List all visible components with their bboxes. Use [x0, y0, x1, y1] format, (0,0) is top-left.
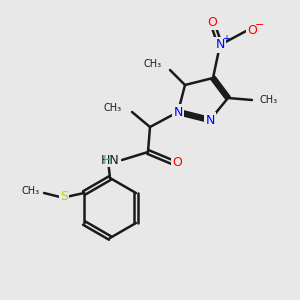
Text: CH₃: CH₃ — [260, 95, 278, 105]
Text: +: + — [222, 34, 230, 44]
Text: CH₃: CH₃ — [22, 186, 40, 196]
Text: H: H — [103, 154, 112, 166]
Text: CH₃: CH₃ — [144, 59, 162, 69]
Text: N: N — [215, 38, 225, 52]
Text: O: O — [247, 23, 257, 37]
Text: CH₃: CH₃ — [104, 103, 122, 113]
Text: O: O — [172, 155, 182, 169]
Text: N: N — [173, 106, 183, 118]
Text: N: N — [205, 113, 215, 127]
Text: HN: HN — [101, 154, 120, 166]
Text: S: S — [60, 190, 68, 203]
Text: O: O — [207, 16, 217, 28]
Text: −: − — [255, 20, 265, 30]
